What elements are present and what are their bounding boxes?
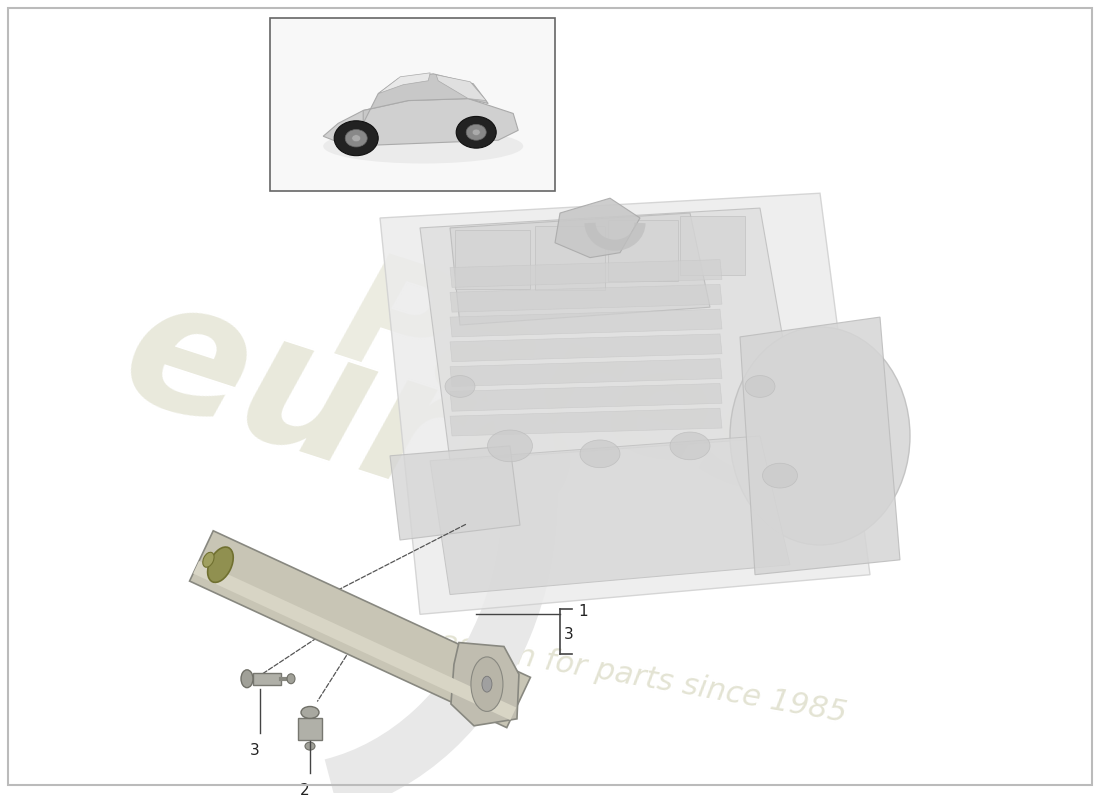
Text: 2: 2	[300, 782, 310, 798]
Polygon shape	[450, 408, 722, 436]
Polygon shape	[450, 334, 722, 362]
Ellipse shape	[202, 552, 215, 567]
FancyBboxPatch shape	[608, 220, 678, 282]
Text: a passion for parts since 1985: a passion for parts since 1985	[390, 619, 849, 728]
Ellipse shape	[241, 670, 253, 688]
Ellipse shape	[580, 440, 620, 468]
Ellipse shape	[287, 674, 295, 684]
Polygon shape	[323, 98, 518, 146]
Ellipse shape	[301, 706, 319, 718]
Text: euro: euro	[102, 261, 597, 571]
Text: 1: 1	[578, 604, 587, 619]
Ellipse shape	[466, 124, 486, 140]
Polygon shape	[556, 198, 640, 258]
Ellipse shape	[305, 742, 315, 750]
Ellipse shape	[208, 547, 233, 582]
Ellipse shape	[334, 121, 378, 156]
Polygon shape	[451, 642, 519, 726]
FancyBboxPatch shape	[455, 230, 530, 290]
Ellipse shape	[446, 375, 475, 398]
Polygon shape	[378, 73, 430, 94]
Ellipse shape	[345, 130, 367, 147]
Text: 3: 3	[564, 626, 574, 642]
Polygon shape	[420, 208, 800, 461]
Ellipse shape	[471, 657, 503, 711]
Polygon shape	[450, 213, 710, 325]
FancyBboxPatch shape	[680, 216, 745, 275]
Ellipse shape	[482, 676, 492, 692]
Text: Pares: Pares	[321, 242, 820, 530]
Polygon shape	[430, 436, 790, 594]
Ellipse shape	[323, 129, 524, 163]
Ellipse shape	[352, 134, 361, 142]
Ellipse shape	[730, 327, 910, 545]
Polygon shape	[450, 309, 722, 337]
Ellipse shape	[487, 430, 532, 462]
Polygon shape	[189, 530, 530, 728]
Ellipse shape	[472, 129, 481, 135]
Polygon shape	[450, 383, 722, 411]
Polygon shape	[450, 260, 722, 287]
Polygon shape	[253, 673, 280, 685]
Ellipse shape	[745, 375, 776, 398]
Polygon shape	[194, 561, 516, 720]
Polygon shape	[740, 317, 900, 574]
Polygon shape	[379, 194, 870, 614]
Polygon shape	[390, 446, 520, 540]
Polygon shape	[437, 75, 486, 101]
Polygon shape	[450, 358, 722, 386]
Text: 3: 3	[250, 743, 260, 758]
Polygon shape	[450, 284, 722, 312]
Ellipse shape	[456, 117, 496, 148]
Polygon shape	[298, 718, 322, 740]
Bar	[270, 18, 556, 191]
Ellipse shape	[670, 432, 710, 460]
Polygon shape	[363, 74, 488, 123]
Ellipse shape	[762, 463, 798, 488]
FancyBboxPatch shape	[535, 226, 605, 290]
